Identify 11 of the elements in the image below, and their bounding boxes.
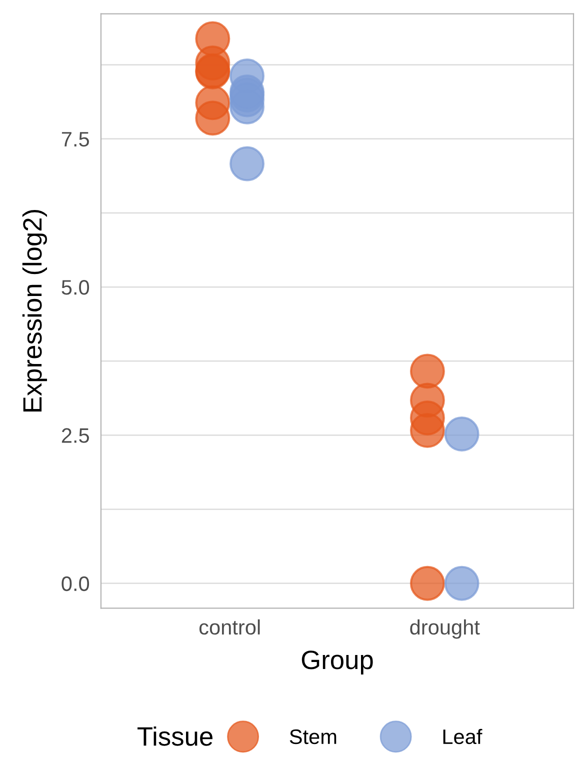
x-tick-label: drought xyxy=(410,619,480,639)
y-tick-label: 2.5 xyxy=(62,428,89,443)
x-axis-title: Group xyxy=(302,650,373,674)
y-tick-label: 7.5 xyxy=(62,132,89,147)
y-axis-title: Expression (log2) xyxy=(22,210,48,412)
y-tick-label: 0.0 xyxy=(62,576,90,592)
x-tick-label: control xyxy=(199,619,260,635)
legend-label: Leaf xyxy=(443,728,482,744)
y-tick-label: 5.0 xyxy=(62,280,90,295)
legend-label: Stem xyxy=(290,729,336,744)
legend-title: Tissue xyxy=(138,726,212,746)
